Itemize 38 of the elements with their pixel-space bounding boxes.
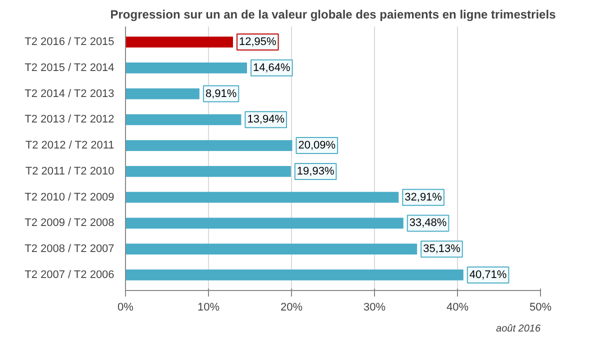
x-tick-label: 50% bbox=[529, 302, 552, 314]
y-tick-label: T2 2008 / T2 2007 bbox=[24, 243, 114, 256]
bar bbox=[126, 88, 200, 100]
data-label: 13,94% bbox=[247, 114, 285, 126]
bar bbox=[126, 166, 291, 177]
data-label: 32,91% bbox=[404, 191, 442, 204]
data-label: 20,09% bbox=[298, 140, 336, 152]
x-tick-label: 20% bbox=[280, 302, 303, 314]
y-tick-label: T2 2012 / T2 2011 bbox=[25, 140, 114, 152]
bar bbox=[126, 270, 464, 280]
y-tick-label: T2 2007 / T2 2006 bbox=[24, 268, 114, 281]
bar bbox=[126, 140, 292, 151]
bar bbox=[126, 36, 233, 48]
bar bbox=[126, 218, 404, 229]
bar bbox=[126, 192, 399, 203]
y-tick-label: T2 2010 / T2 2009 bbox=[24, 191, 114, 204]
y-tick-label: T2 2014 / T2 2013 bbox=[24, 88, 114, 100]
y-tick-label: T2 2015 / T2 2014 bbox=[24, 62, 114, 74]
data-label: 40,71% bbox=[469, 268, 507, 281]
data-label: 19,93% bbox=[296, 165, 334, 178]
data-label: 12,95% bbox=[238, 36, 277, 48]
x-tick-label: 0% bbox=[118, 302, 134, 314]
data-label: 33,48% bbox=[409, 217, 447, 230]
y-tick-label: T2 2011 / T2 2010 bbox=[25, 165, 114, 178]
text: août 2016 bbox=[496, 324, 541, 334]
x-tick-label: 30% bbox=[363, 302, 386, 314]
data-label: 8,91% bbox=[205, 88, 237, 100]
x-tick-label: 40% bbox=[446, 302, 469, 314]
y-tick-label: T2 2016 / T2 2015 bbox=[24, 36, 114, 48]
data-label: 35,13% bbox=[423, 243, 461, 256]
bar bbox=[126, 244, 418, 255]
bar bbox=[126, 62, 248, 74]
chart-title: Progression sur un an de la valeur globale des paiements en ligne trimestriels bbox=[110, 8, 556, 22]
bar bbox=[126, 114, 242, 126]
x-tick-label: 10% bbox=[197, 302, 220, 314]
y-tick-label: T2 2009 / T2 2008 bbox=[24, 217, 114, 230]
data-label: 14,64% bbox=[253, 62, 291, 74]
y-tick-label: T2 2013 / T2 2012 bbox=[24, 114, 114, 126]
